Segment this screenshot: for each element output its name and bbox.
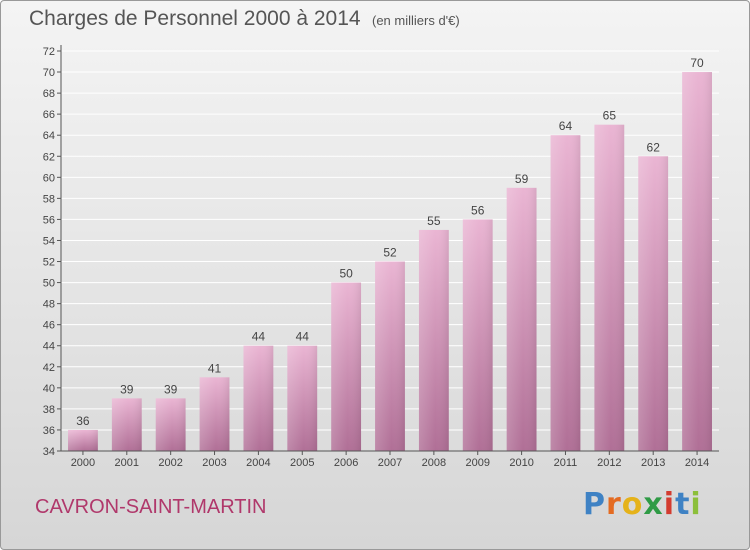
data-label: 36 [76, 414, 90, 428]
axis-layer: 34 36 38 40 42 44 46 48 50 52 54 56 58 60 62 64 66 68 70 72… [43, 45, 719, 469]
data-label: 39 [120, 382, 134, 396]
data-label: 62 [647, 140, 661, 154]
bar-shade [682, 72, 712, 451]
y-tick-label: 44 [43, 341, 55, 353]
bar-shade [462, 219, 493, 451]
logo-letter: t [675, 487, 691, 522]
x-tick-label: 2006 [334, 457, 358, 469]
bar-shade [550, 135, 581, 452]
y-tick-label: 68 [43, 88, 55, 100]
bar-layer: 36 39 39 41 44 44 50 52 55 56 59 64 65 62 70 [68, 56, 712, 452]
y-tick-label: 52 [43, 257, 55, 269]
data-label: 70 [690, 56, 704, 70]
x-tick-label: 2005 [290, 457, 314, 469]
y-tick-label: 54 [43, 235, 55, 247]
y-tick-label: 46 [43, 320, 55, 332]
y-tick-label: 48 [43, 299, 55, 311]
logo-letter: x [643, 487, 664, 522]
y-tick-label: 42 [43, 362, 55, 374]
x-tick-label: 2008 [422, 457, 446, 469]
bar-shade [155, 398, 186, 451]
data-label: 65 [603, 109, 617, 123]
y-tick-label: 58 [43, 193, 55, 205]
x-tick-label: 2012 [597, 457, 621, 469]
x-tick-label: 2013 [641, 457, 665, 469]
data-label: 56 [471, 203, 485, 217]
logo-letter: r [606, 487, 622, 522]
bar-shade [594, 124, 625, 452]
y-tick-label: 38 [43, 404, 55, 416]
x-tick-label: 2007 [378, 457, 402, 469]
x-tick-label: 2009 [465, 457, 489, 469]
y-tick-label: 62 [43, 151, 55, 163]
y-tick-label: 60 [43, 172, 55, 184]
logo-letter: i [690, 487, 702, 522]
bar-shade [375, 261, 405, 451]
chart-subtitle: (en milliers d'€) [372, 13, 460, 28]
x-tick-label: 2003 [202, 457, 226, 469]
x-tick-label: 2004 [246, 457, 270, 469]
x-tick-label: 2000 [71, 457, 95, 469]
commune-name: CAVRON-SAINT-MARTIN [35, 496, 267, 518]
data-label: 50 [339, 267, 353, 281]
y-tick-label: 70 [43, 67, 55, 79]
y-tick-label: 40 [43, 383, 55, 395]
bar-shade [418, 229, 449, 451]
data-label: 52 [383, 246, 397, 260]
data-label: 59 [515, 172, 529, 186]
bar-shade [243, 345, 274, 451]
data-label: 44 [252, 330, 266, 344]
bar-shade [287, 345, 318, 451]
y-tick-label: 36 [43, 425, 55, 437]
y-tick-label: 50 [43, 278, 55, 290]
proxiti-logo: Proxiti [583, 487, 702, 522]
x-tick-label: 2014 [685, 457, 709, 469]
bar-shade [506, 187, 537, 451]
y-tick-label: 72 [43, 46, 55, 58]
x-tick-label: 2001 [115, 457, 139, 469]
data-label: 41 [208, 361, 222, 375]
bar-shade [68, 429, 98, 451]
data-label: 55 [427, 214, 441, 228]
bar-shade [199, 377, 230, 451]
logo-letter: i [663, 487, 676, 522]
y-tick-label: 64 [43, 130, 55, 142]
y-tick-label: 34 [43, 446, 55, 458]
logo-letter: P [583, 487, 606, 522]
x-tick-label: 2011 [554, 457, 578, 469]
y-tick-label: 66 [43, 109, 55, 121]
logo-letter: o [621, 487, 644, 522]
data-label: 44 [296, 330, 310, 344]
bar-shade [638, 156, 669, 451]
bar-shade [331, 282, 362, 451]
x-tick-label: 2010 [509, 457, 533, 469]
data-label: 39 [164, 382, 178, 396]
data-label: 64 [559, 119, 573, 133]
chart-title: Charges de Personnel 2000 à 2014 [29, 7, 361, 30]
y-tick-label: 56 [43, 214, 55, 226]
x-tick-label: 2002 [158, 457, 182, 469]
bar-shade [111, 398, 142, 451]
